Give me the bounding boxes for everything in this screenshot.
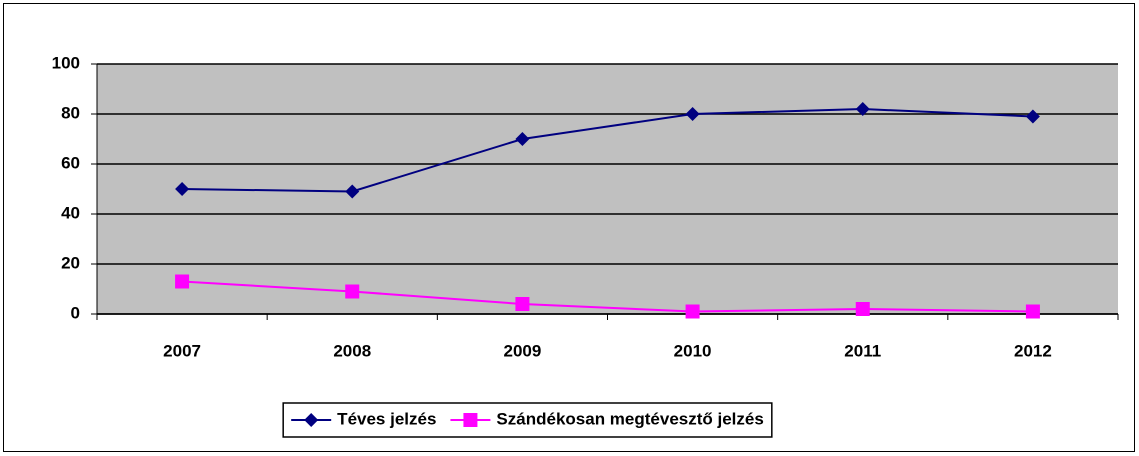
legend-box bbox=[282, 402, 773, 438]
marker bbox=[175, 274, 190, 289]
marker bbox=[855, 102, 870, 116]
marker bbox=[345, 184, 360, 199]
marker bbox=[345, 284, 360, 299]
marker bbox=[685, 107, 700, 121]
marker bbox=[685, 304, 700, 319]
marker bbox=[1025, 304, 1040, 319]
y-tick-label: 20 bbox=[61, 253, 80, 272]
marker bbox=[304, 413, 319, 427]
legend-label: Téves jelzés bbox=[337, 409, 436, 428]
marker bbox=[855, 302, 870, 316]
y-tick-label: 0 bbox=[71, 303, 80, 322]
plot-area bbox=[97, 64, 1118, 314]
marker bbox=[463, 413, 478, 427]
y-tick-label: 60 bbox=[61, 153, 80, 172]
marker bbox=[515, 132, 530, 146]
y-tick-label: 80 bbox=[61, 103, 80, 122]
legend: Téves jelzés Szándékosan megtévesztő jelz… bbox=[282, 402, 773, 438]
series-line bbox=[182, 280, 1033, 313]
x-tick-label: 2012 bbox=[1014, 341, 1052, 360]
marker bbox=[175, 182, 190, 196]
x-tick-label: 2010 bbox=[674, 341, 712, 360]
x-tick-label: 2009 bbox=[504, 341, 542, 360]
y-tick-label: 40 bbox=[61, 203, 80, 222]
series-line bbox=[182, 107, 1033, 193]
marker bbox=[1025, 109, 1040, 124]
y-tick-label: 100 bbox=[52, 53, 80, 72]
x-tick-label: 2011 bbox=[844, 341, 881, 360]
x-tick-label: 2007 bbox=[163, 341, 201, 360]
legend-label: Szándékosan megtévesztő jelzés bbox=[496, 409, 763, 428]
x-tick-label: 2008 bbox=[333, 341, 371, 360]
marker bbox=[515, 297, 530, 311]
